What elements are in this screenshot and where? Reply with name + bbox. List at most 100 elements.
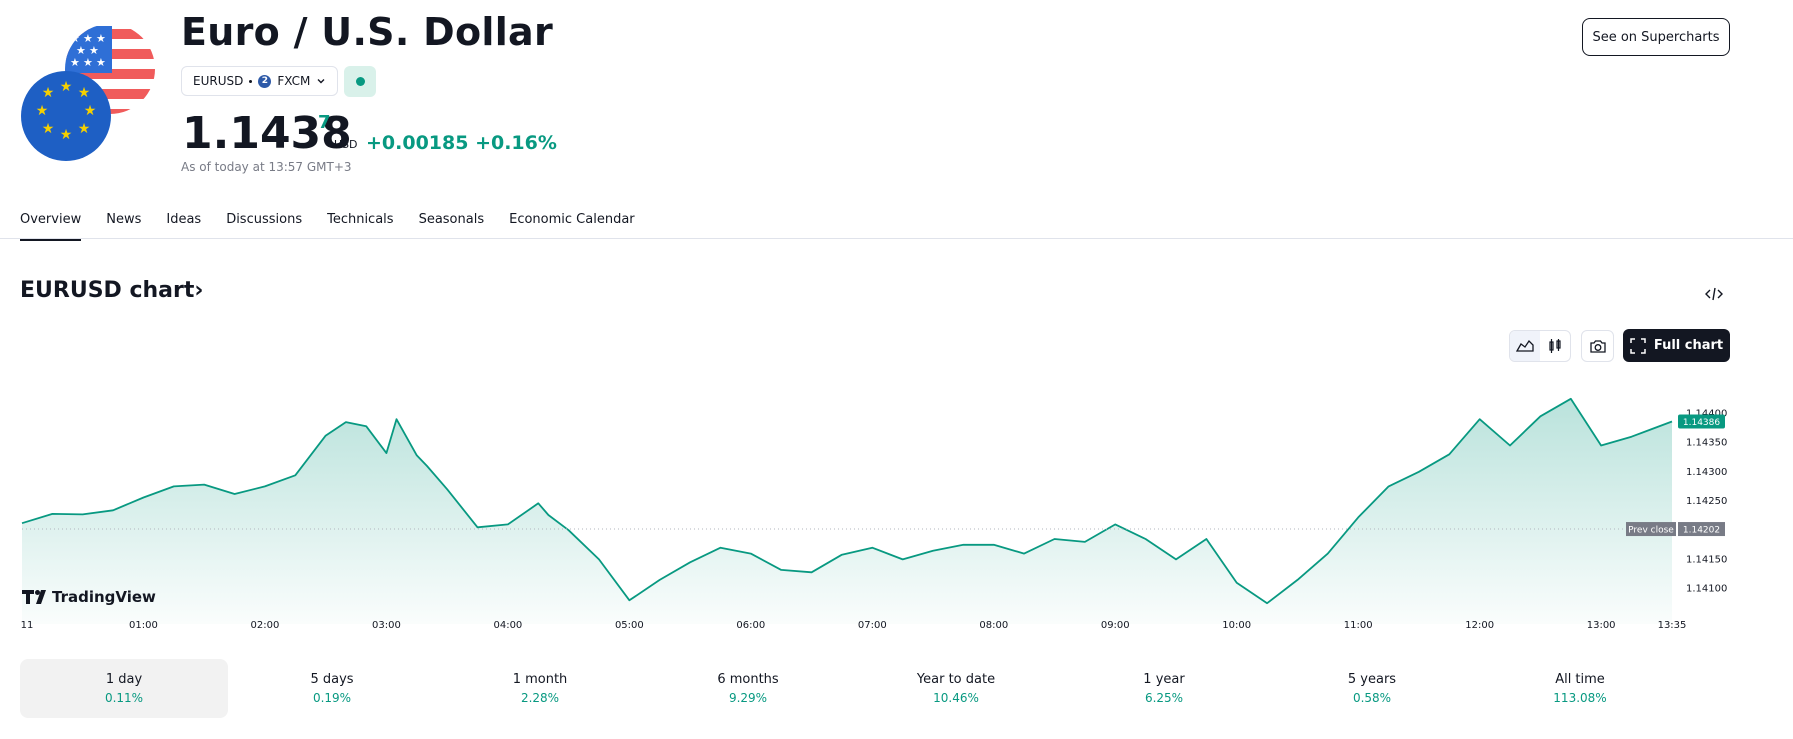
svg-text:★: ★ <box>78 121 91 137</box>
y-tick-label: 1.14100 <box>1686 584 1727 595</box>
y-tick-label: 1.14400 <box>1686 408 1727 419</box>
price-area-chart[interactable]: Prev close 1.14202 1.14400 1.14350 1.14300 1.… <box>0 370 1793 640</box>
period-5-years[interactable]: 5 years 0.58% <box>1268 659 1476 718</box>
tab-news[interactable]: News <box>106 212 142 227</box>
svg-text:★: ★ <box>83 32 93 45</box>
symbol-exchange-dropdown[interactable]: EURUSD 2 FXCM <box>181 66 339 96</box>
period-1-year[interactable]: 1 year 6.25% <box>1060 659 1268 718</box>
separator-dot <box>249 79 253 83</box>
x-tick-label: 10:00 <box>1222 620 1251 631</box>
x-tick-label: 08:00 <box>979 620 1008 631</box>
full-chart-button[interactable]: Full chart <box>1623 329 1730 362</box>
period-value: 0.11% <box>104 691 144 705</box>
svg-text:★: ★ <box>42 121 55 137</box>
x-tick-label: 04:00 <box>493 620 522 631</box>
x-tick-label: 11 <box>21 620 34 631</box>
svg-text:★: ★ <box>76 44 86 57</box>
svg-text:★: ★ <box>89 44 99 57</box>
svg-text:★: ★ <box>84 103 97 119</box>
period-label: All time <box>1555 672 1605 687</box>
svg-text:★: ★ <box>70 56 80 69</box>
last-price: 1.1438 <box>182 108 352 159</box>
x-tick-label: 06:00 <box>736 620 765 631</box>
tab-discussions[interactable]: Discussions <box>226 212 303 227</box>
period-5-days[interactable]: 5 days 0.19% <box>228 659 436 718</box>
period-label: Year to date <box>916 672 996 687</box>
chart-style-toggle <box>1509 330 1571 362</box>
svg-text:★: ★ <box>60 127 73 143</box>
x-tick-label: 05:00 <box>615 620 644 631</box>
y-tick-label: 1.14350 <box>1686 438 1727 449</box>
period-label: 5 days <box>310 672 354 687</box>
prev-close-value-tag <box>1678 522 1725 537</box>
tradingview-watermark: TradingView <box>52 588 156 606</box>
period-value: 0.19% <box>312 691 352 705</box>
svg-text:★: ★ <box>83 56 93 69</box>
y-tick-label: 1.14300 <box>1686 467 1727 478</box>
price-timestamp: As of today at 13:57 GMT+3 <box>181 160 352 174</box>
last-price-label: 1.14386 <box>1683 418 1720 428</box>
period-value: 113.08% <box>1553 691 1607 705</box>
x-tick-label: 01:00 <box>129 620 158 631</box>
price-area-fill <box>22 398 1672 624</box>
symbol-label: EURUSD <box>193 74 244 88</box>
tab-technicals[interactable]: Technicals <box>327 212 394 227</box>
exchange-logo-icon: 2 <box>258 74 272 88</box>
x-tick-label: 09:00 <box>1101 620 1130 631</box>
x-tick-label: 13:00 <box>1587 620 1616 631</box>
period-label: 1 year <box>1143 672 1185 687</box>
period-label: 6 months <box>717 672 779 687</box>
embed-code-icon[interactable] <box>1700 280 1728 308</box>
x-tick-label: 11:00 <box>1344 620 1373 631</box>
price-series-line <box>21 397 1673 605</box>
svg-text:★: ★ <box>96 32 106 45</box>
svg-text:★: ★ <box>60 79 73 95</box>
area-chart-icon[interactable] <box>1510 331 1540 361</box>
x-tick-label: 13:35 <box>1658 620 1687 631</box>
y-tick-label: 1.14250 <box>1686 496 1727 507</box>
period-value: 0.58% <box>1352 691 1392 705</box>
currency-flags-logo: ★ ★ ★ ★ ★ ★ ★ ★ ★ ★ ★ ★ ★ ★ ★ ★ <box>20 24 156 166</box>
period-all-time[interactable]: All time 113.08% <box>1476 659 1684 718</box>
period-1-month[interactable]: 1 month 2.28% <box>436 659 644 718</box>
tabs-divider <box>0 238 1793 239</box>
x-tick-label: 02:00 <box>251 620 280 631</box>
x-tick-label: 12:00 <box>1465 620 1494 631</box>
prev-close-tag <box>1626 522 1676 537</box>
last-price-superscript: 7 <box>318 112 331 133</box>
svg-text:★: ★ <box>42 85 55 101</box>
period-label: 1 day <box>105 672 143 687</box>
section-tabs: Overview News Ideas Discussions Technica… <box>20 204 660 241</box>
chevron-down-icon <box>317 79 325 84</box>
period-6-months[interactable]: 6 months 9.29% <box>644 659 852 718</box>
tab-ideas[interactable]: Ideas <box>166 212 202 227</box>
fullscreen-icon <box>1630 337 1646 354</box>
chart-title-text: EURUSD chart <box>20 278 195 303</box>
chevron-right-icon: › <box>194 278 204 303</box>
period-performance-bar: 1 day 0.11% 5 days 0.19% 1 month 2.28% 6… <box>20 659 1684 718</box>
market-status-badge[interactable] <box>344 66 376 97</box>
tradingview-logo-mark <box>36 590 46 604</box>
tab-overview[interactable]: Overview <box>20 204 82 241</box>
prev-close-label: Prev close <box>1628 526 1674 536</box>
see-on-supercharts-button[interactable]: See on Supercharts <box>1582 18 1730 56</box>
tab-seasonals[interactable]: Seasonals <box>418 212 485 227</box>
x-tick-label: 07:00 <box>858 620 887 631</box>
candles-icon[interactable] <box>1540 331 1570 361</box>
x-tick-label: 03:00 <box>372 620 401 631</box>
period-label: 5 years <box>1347 672 1397 687</box>
chart-title-link[interactable]: EURUSD chart› <box>20 278 203 303</box>
page-title: Euro / U.S. Dollar <box>181 10 554 54</box>
svg-text:★: ★ <box>78 85 91 101</box>
period-value: 10.46% <box>933 691 979 705</box>
tradingview-logo-dot <box>35 590 40 595</box>
period-1-day[interactable]: 1 day 0.11% <box>20 659 228 718</box>
tradingview-logo-icon <box>22 590 34 604</box>
prev-close-value: 1.14202 <box>1683 526 1720 536</box>
period-year-to-date[interactable]: Year to date 10.46% <box>852 659 1060 718</box>
period-label: 1 month <box>512 672 568 687</box>
tab-economic-calendar[interactable]: Economic Calendar <box>509 212 635 227</box>
period-value: 2.28% <box>520 691 560 705</box>
period-value: 9.29% <box>728 691 768 705</box>
camera-icon[interactable] <box>1581 330 1614 362</box>
